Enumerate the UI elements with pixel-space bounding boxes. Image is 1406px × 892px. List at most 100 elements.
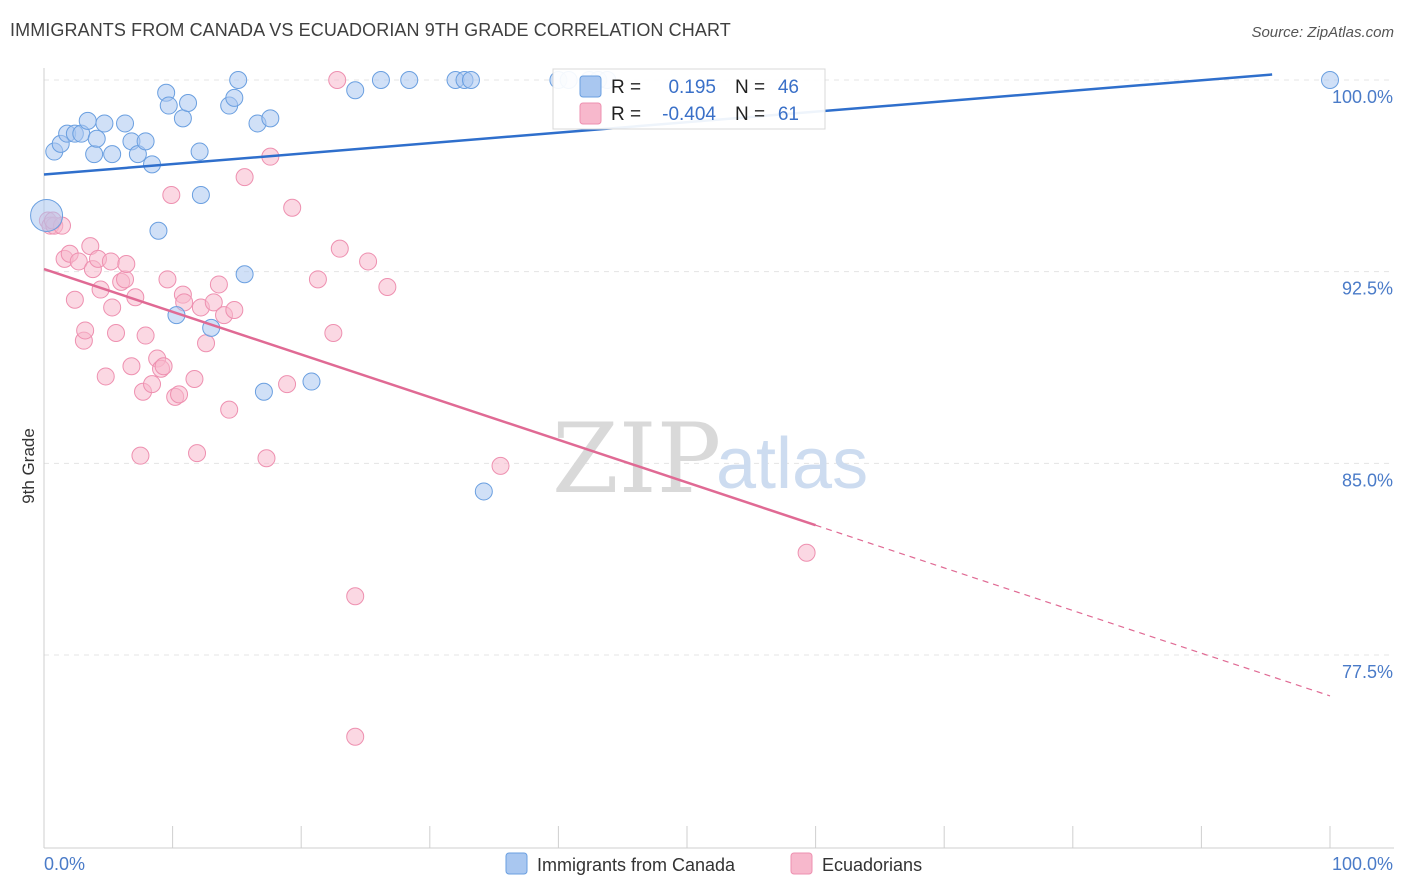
ecuadorians-point — [220, 400, 239, 419]
ecuadorians-point — [69, 252, 88, 271]
canada-point — [95, 114, 114, 133]
canada-point — [179, 94, 198, 112]
legend-swatch-canada — [579, 75, 602, 98]
chart-title: IMMIGRANTS FROM CANADA VS ECUADORIAN 9TH… — [10, 20, 731, 40]
x-tick-label: 0.0% — [44, 854, 85, 874]
ecuadorians-point — [197, 334, 216, 353]
series-legend-label-canada: Immigrants from Canada — [537, 855, 736, 875]
ecuadorians-point — [117, 255, 136, 273]
canada-point — [78, 111, 97, 130]
x-tick-label: 100.0% — [1332, 854, 1393, 874]
axis-ticks: 77.5% 85.0% 92.5% 100.0% 0.0% 100.0% — [43, 87, 1393, 874]
legend-n-label-ecuador: N = — [735, 104, 765, 125]
canada-point — [159, 96, 178, 115]
ecuadorians-point — [204, 293, 223, 312]
canada-point — [173, 109, 192, 128]
ecuadorians-point — [308, 270, 327, 289]
canada-point — [235, 265, 254, 284]
legend-n-value-canada: 46 — [778, 77, 799, 98]
ecuadorians-point — [188, 444, 207, 463]
stats-legend: R = 0.195 N = 46 R = -0.404 N = 61 — [552, 68, 826, 130]
grid-lines — [44, 79, 1394, 656]
ecuadorians-point — [65, 290, 84, 309]
ecuadorians-point — [122, 357, 141, 376]
ecuadorians-point — [359, 252, 378, 271]
trend-lines — [43, 73, 1331, 697]
ecuadorians-point — [107, 324, 126, 342]
ecuadorians-point — [797, 543, 816, 562]
series-legend-swatch-canada — [505, 852, 528, 875]
y-tick-label: 92.5% — [1342, 279, 1393, 299]
canada-point — [302, 372, 321, 391]
canada-point — [191, 186, 210, 204]
series-legend: Immigrants from Canada Ecuadorians — [505, 852, 922, 875]
legend-r-value-canada: 0.195 — [668, 77, 716, 98]
series-legend-label-ecuador: Ecuadorians — [822, 855, 922, 875]
canada-point — [116, 114, 135, 133]
canada-point — [474, 482, 493, 501]
ecuadorians-points — [38, 71, 816, 746]
watermark-zip: ZIP — [552, 403, 721, 515]
ecuadorians-point — [96, 367, 115, 386]
canada-point — [87, 129, 106, 148]
ecuadorians-point — [346, 587, 365, 606]
y-axis-label: 9th Grade — [19, 428, 38, 504]
ecuadorians-point — [278, 375, 297, 394]
legend-r-label-ecuador: R = — [611, 104, 641, 125]
watermark-atlas: atlas — [716, 424, 868, 504]
ecuadorians-point — [131, 446, 150, 465]
ecuadorians-point — [103, 298, 122, 317]
ecuadorians-trend-line — [43, 267, 816, 527]
watermark: ZIP atlas — [552, 403, 868, 515]
ecuadorians-point — [162, 186, 181, 204]
ecuadorians-point — [378, 278, 397, 296]
series-legend-swatch-ecuador — [790, 852, 813, 875]
canada-point — [1321, 71, 1339, 89]
canada-point — [85, 145, 104, 164]
ecuadorians-point — [235, 168, 254, 187]
ecuadorians-point — [136, 326, 155, 345]
legend-n-label-canada: N = — [735, 77, 765, 98]
ecuadorians-point — [116, 270, 135, 289]
source-label: Source: ZipAtlas.com — [1251, 24, 1394, 41]
ecuadorians-point — [76, 321, 95, 340]
legend-r-value-ecuador: -0.404 — [662, 104, 716, 125]
canada-point — [103, 145, 122, 164]
ecuadorians-point — [170, 385, 189, 404]
ecuadorians-point — [328, 71, 347, 89]
ecuadorians-point — [185, 370, 204, 388]
canada-point — [136, 132, 155, 151]
ecuadorians-point — [491, 456, 510, 475]
ecuadorians-point — [154, 357, 173, 376]
y-tick-label: 100.0% — [1332, 87, 1393, 107]
canada-point — [149, 221, 168, 240]
ecuadorians-point — [101, 252, 120, 271]
canada-point — [400, 71, 419, 89]
canada-point — [190, 142, 209, 161]
canada-point — [254, 382, 273, 401]
canada-point — [371, 71, 390, 89]
ecuadorians-point — [209, 275, 228, 294]
ecuadorians-point — [283, 198, 302, 217]
ecuadorians-point — [346, 727, 365, 746]
canada-point — [30, 198, 64, 232]
ecuadorians-point — [143, 375, 162, 394]
canada-point — [229, 71, 248, 89]
y-tick-label: 77.5% — [1342, 662, 1393, 682]
ecuadorians-point — [257, 449, 276, 468]
canada-point — [261, 109, 280, 128]
ecuadorians-point — [330, 239, 349, 258]
legend-r-label-canada: R = — [611, 77, 641, 98]
ecuadorians-point — [158, 270, 177, 289]
canada-point — [225, 88, 244, 107]
ecuadorians-point — [324, 324, 343, 342]
canada-point — [461, 71, 480, 89]
y-tick-label: 85.0% — [1342, 470, 1393, 490]
canada-point — [346, 81, 365, 100]
legend-n-value-ecuador: 61 — [778, 104, 799, 125]
ecuadorians-point — [225, 301, 244, 319]
legend-swatch-ecuador — [579, 102, 602, 125]
ecuadorians-trend-line-extension — [815, 524, 1331, 697]
axes — [43, 68, 1394, 849]
